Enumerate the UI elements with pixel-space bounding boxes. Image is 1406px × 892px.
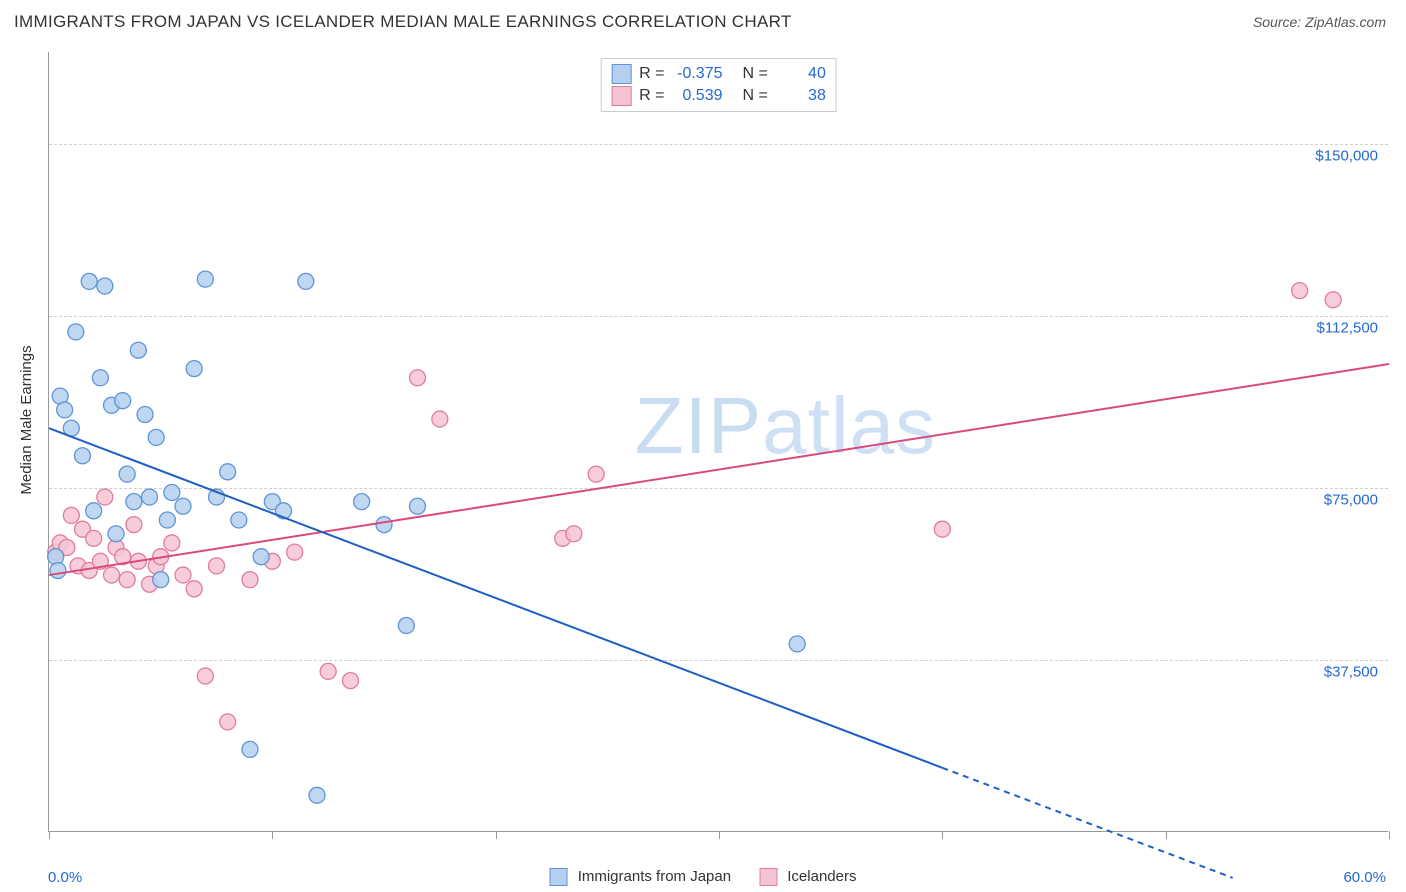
legend-item-series2: Icelanders [759, 868, 856, 886]
scatter-point [75, 448, 91, 464]
x-tick [496, 831, 497, 839]
y-axis-label: Median Male Earnings [18, 345, 35, 494]
scatter-point [148, 429, 164, 445]
x-tick [49, 831, 50, 839]
x-axis-max-label: 60.0% [1343, 869, 1386, 886]
stats-swatch-series1 [611, 64, 631, 84]
scatter-point [68, 324, 84, 340]
scatter-point [588, 466, 604, 482]
chart-plot-area: ZIPatlas $37,500$75,000$112,500$150,000 … [48, 52, 1388, 832]
scatter-point [119, 466, 135, 482]
x-tick [1389, 831, 1390, 839]
legend: Immigrants from Japan Icelanders [550, 868, 857, 886]
trend-line [49, 364, 1389, 575]
x-tick [1166, 831, 1167, 839]
scatter-point [86, 530, 102, 546]
scatter-point [153, 572, 169, 588]
n-label: N = [743, 65, 768, 83]
legend-item-series1: Immigrants from Japan [550, 868, 732, 886]
scatter-point [220, 714, 236, 730]
chart-title: IMMIGRANTS FROM JAPAN VS ICELANDER MEDIA… [14, 12, 792, 32]
scatter-point [97, 489, 113, 505]
scatter-point [164, 484, 180, 500]
n-label: N = [743, 87, 768, 105]
scatter-point [566, 526, 582, 542]
scatter-point [63, 507, 79, 523]
scatter-point [376, 517, 392, 533]
scatter-point [126, 494, 142, 510]
trend-line [942, 768, 1232, 878]
scatter-point [175, 567, 191, 583]
scatter-point [175, 498, 191, 514]
scatter-point [410, 498, 426, 514]
scatter-point [86, 503, 102, 519]
scatter-point [398, 618, 414, 634]
legend-label-series2: Icelanders [787, 868, 856, 885]
scatter-point [142, 489, 158, 505]
scatter-point [1292, 283, 1308, 299]
scatter-point [164, 535, 180, 551]
legend-swatch-series2 [759, 868, 777, 886]
r-label: R = [639, 87, 664, 105]
scatter-point [115, 393, 131, 409]
scatter-point [197, 271, 213, 287]
scatter-point [354, 494, 370, 510]
legend-swatch-series1 [550, 868, 568, 886]
scatter-point [159, 512, 175, 528]
scatter-point [104, 567, 120, 583]
x-axis-min-label: 0.0% [48, 869, 82, 886]
x-tick [719, 831, 720, 839]
scatter-point [130, 342, 146, 358]
stats-row-series2: R = 0.539 N = 38 [611, 85, 826, 107]
scatter-point [186, 581, 202, 597]
scatter-point [197, 668, 213, 684]
scatter-point [410, 370, 426, 386]
n-value-series2: 38 [776, 87, 826, 105]
stats-row-series1: R = -0.375 N = 40 [611, 63, 826, 85]
scatter-point [220, 464, 236, 480]
scatter-point [242, 572, 258, 588]
scatter-point [108, 526, 124, 542]
scatter-point [231, 512, 247, 528]
scatter-point [309, 787, 325, 803]
r-value-series1: -0.375 [673, 65, 723, 83]
source-attribution: Source: ZipAtlas.com [1253, 14, 1386, 30]
scatter-point [320, 663, 336, 679]
scatter-point [81, 273, 97, 289]
x-tick [942, 831, 943, 839]
scatter-point [1325, 292, 1341, 308]
scatter-point [432, 411, 448, 427]
scatter-point [126, 517, 142, 533]
r-label: R = [639, 65, 664, 83]
r-value-series2: 0.539 [673, 87, 723, 105]
scatter-point [92, 370, 108, 386]
scatter-point [97, 278, 113, 294]
scatter-point [287, 544, 303, 560]
scatter-point [137, 406, 153, 422]
scatter-point [209, 558, 225, 574]
scatter-point [298, 273, 314, 289]
scatter-point [789, 636, 805, 652]
scatter-point [934, 521, 950, 537]
correlation-stats-box: R = -0.375 N = 40 R = 0.539 N = 38 [600, 58, 837, 112]
trend-line [49, 428, 942, 768]
scatter-point [343, 673, 359, 689]
scatter-point [119, 572, 135, 588]
scatter-point [253, 549, 269, 565]
stats-swatch-series2 [611, 86, 631, 106]
scatter-point [186, 361, 202, 377]
legend-label-series1: Immigrants from Japan [578, 868, 731, 885]
x-tick [272, 831, 273, 839]
scatter-point [57, 402, 73, 418]
n-value-series1: 40 [776, 65, 826, 83]
scatter-point [242, 741, 258, 757]
scatter-point [50, 562, 66, 578]
scatter-svg [49, 52, 1388, 831]
